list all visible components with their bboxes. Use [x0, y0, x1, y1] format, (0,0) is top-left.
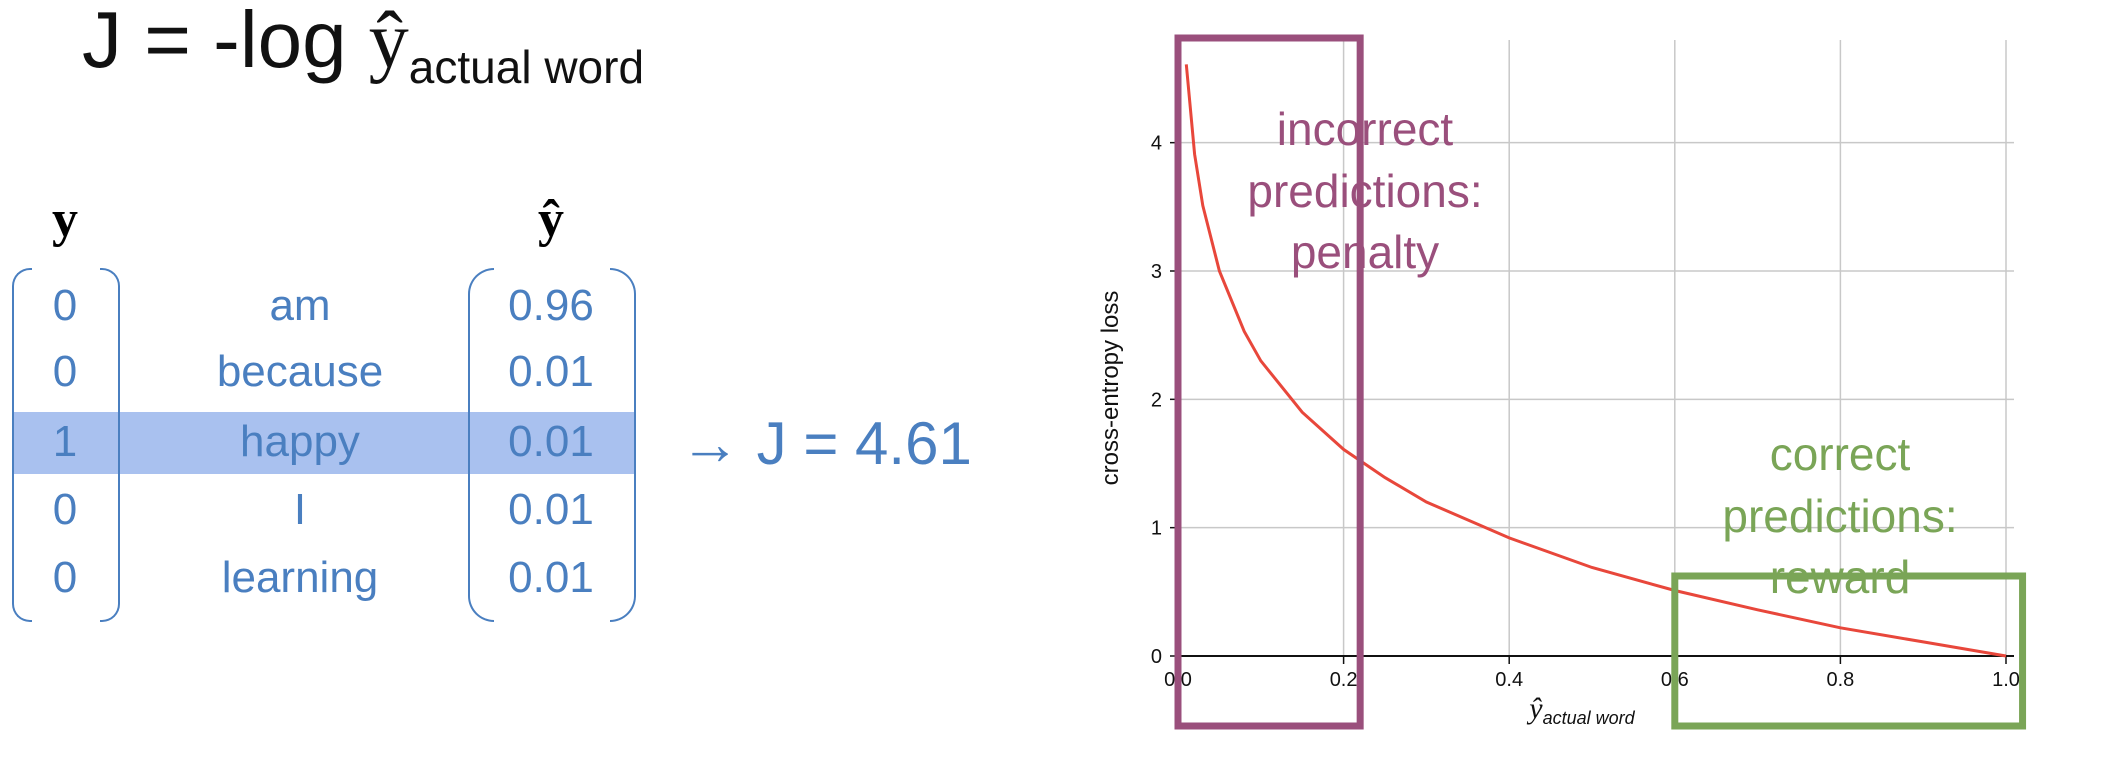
yhat-right-bracket	[610, 268, 636, 622]
y-tick-label: 1	[1151, 518, 1162, 540]
loss-curve	[1184, 64, 2007, 658]
y-right-bracket	[100, 268, 120, 622]
yhat-value-3: 0.01	[508, 485, 594, 534]
word-3: I	[293, 485, 307, 534]
y-value-2: 1	[52, 417, 78, 466]
y-value-3: 0	[52, 485, 78, 534]
correct-line-2: predictions:	[1722, 490, 1957, 542]
word-0: am	[269, 281, 331, 330]
x-axis-label-main: ŷ	[1526, 692, 1543, 725]
y-axis-label: cross-entropy loss	[1100, 291, 1124, 486]
incorrect-line-3: penalty	[1291, 226, 1439, 278]
y-header: y	[52, 191, 78, 248]
word-2: happy	[240, 417, 360, 466]
y-tick-label: 2	[1151, 389, 1162, 411]
penalty-box	[1174, 34, 1364, 730]
word-1: because	[216, 347, 384, 396]
yhat-value-1: 0.01	[508, 347, 594, 396]
x-axis-label: ŷactual word	[1526, 692, 1635, 728]
incorrect-annotation: incorrect predictions: penalty	[1247, 103, 1482, 278]
y-left-bracket	[12, 268, 32, 622]
x-axis-label-sub: actual word	[1543, 708, 1636, 728]
x-tick-label: 1.0	[1992, 669, 2020, 691]
x-tick-label: 0.8	[1826, 669, 1854, 691]
y-tick-label: 4	[1151, 133, 1162, 155]
y-value-0: 0	[52, 281, 78, 330]
reward-box	[1671, 572, 2027, 730]
yhat-value-4: 0.01	[508, 553, 594, 602]
x-tick-label: 0.4	[1495, 669, 1523, 691]
incorrect-line-1: incorrect	[1277, 103, 1454, 155]
loss-result: → J = 4.61	[680, 410, 972, 477]
yhat-value-0: 0.96	[508, 281, 594, 330]
correct-annotation: correct predictions: reward	[1722, 428, 1957, 603]
y-value-1: 0	[52, 347, 78, 396]
loss-formula: J = -log ŷactual word	[82, 0, 645, 94]
incorrect-line-2: predictions:	[1247, 165, 1482, 217]
correct-line-1: correct	[1770, 428, 1911, 480]
y-value-4: 0	[52, 553, 78, 602]
x-tick-label: 0.2	[1330, 669, 1358, 691]
yhat-value-2: 0.01	[508, 417, 594, 466]
yhat-header: ŷ	[538, 191, 564, 248]
y-tick-label: 3	[1151, 261, 1162, 283]
y-tick-label: 0	[1151, 646, 1162, 668]
word-4: learning	[221, 553, 379, 602]
highlight-row	[12, 412, 636, 474]
